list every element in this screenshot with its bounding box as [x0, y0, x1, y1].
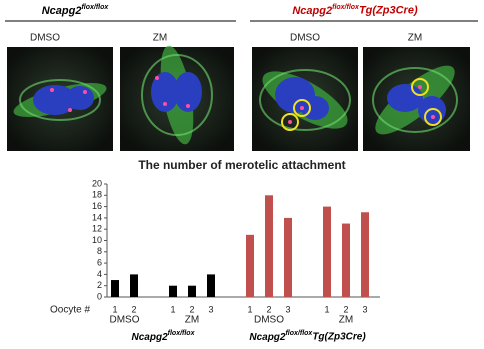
bar	[207, 274, 215, 297]
y-tick-label: 20	[92, 178, 102, 188]
y-tick-label: 6	[97, 257, 102, 267]
x-tick-label: 3	[208, 304, 213, 314]
x-tick-label: 1	[247, 304, 252, 314]
x-tick-label: 1	[170, 304, 175, 314]
genotype-tail: Tg(Zp3Cre)	[359, 4, 418, 16]
x-tick-label: 3	[285, 304, 290, 314]
bar	[361, 212, 369, 297]
bar	[265, 195, 273, 297]
micrograph	[120, 45, 234, 151]
bar	[323, 206, 331, 297]
genotype-label: Ncapg2flox/flox	[42, 4, 110, 17]
y-tick-label: 8	[97, 246, 102, 256]
y-tick-label: 12	[92, 224, 102, 234]
bar	[130, 274, 138, 297]
panel-label: ZM	[153, 33, 167, 44]
genotype-label: Ncapg2flox/floxTg(Zp3Cre)	[249, 330, 366, 342]
condition-label: ZM	[339, 315, 353, 326]
x-tick-label: 2	[131, 304, 136, 314]
genotype-name: Ncapg2	[249, 332, 286, 343]
x-tick-label: 1	[112, 304, 117, 314]
condition-label: ZM	[185, 315, 199, 326]
condition-label: DMSO	[110, 315, 140, 326]
bar	[111, 280, 119, 297]
genotype-name: Ncapg2	[132, 332, 169, 343]
panel-label: ZM	[408, 33, 422, 44]
genotype-superscript: flox/flox	[168, 330, 196, 337]
y-tick-label: 16	[92, 201, 102, 211]
chart-title: The number of merotelic attachment	[138, 158, 345, 172]
condition-label: DMSO	[254, 315, 284, 326]
y-tick-label: 18	[92, 190, 102, 200]
genotype-name: Ncapg2	[42, 5, 82, 17]
micrograph	[7, 47, 113, 151]
y-tick-label: 4	[97, 269, 102, 279]
bar	[169, 285, 177, 297]
panel-label: DMSO	[30, 33, 60, 44]
x-axis-label: Oocyte #	[50, 305, 90, 316]
bar	[284, 217, 292, 297]
micrograph	[252, 47, 358, 151]
micrograph	[363, 47, 470, 151]
y-tick-label: 14	[92, 212, 102, 222]
genotype-name: Ncapg2	[292, 5, 332, 17]
genotype-superscript: flox/flox	[81, 4, 109, 11]
y-tick-label: 0	[97, 291, 102, 301]
genotype-superscript: flox/flox	[332, 4, 360, 11]
genotype-tail: Tg(Zp3Cre)	[312, 331, 366, 342]
y-tick-label: 10	[92, 235, 102, 245]
genotype-label: Ncapg2flox/flox	[132, 330, 196, 342]
x-tick-label: 2	[266, 304, 271, 314]
x-tick-label: 3	[362, 304, 367, 314]
bar	[246, 234, 254, 297]
genotype-superscript: flox/flox	[285, 330, 313, 337]
genotype-label: Ncapg2flox/floxTg(Zp3Cre)	[292, 4, 418, 17]
panel-label: DMSO	[290, 33, 320, 44]
x-tick-label: 1	[324, 304, 329, 314]
bar	[188, 285, 196, 297]
bar	[342, 223, 350, 297]
x-tick-label: 2	[343, 304, 348, 314]
x-tick-label: 2	[189, 304, 194, 314]
y-tick-label: 2	[97, 280, 102, 290]
